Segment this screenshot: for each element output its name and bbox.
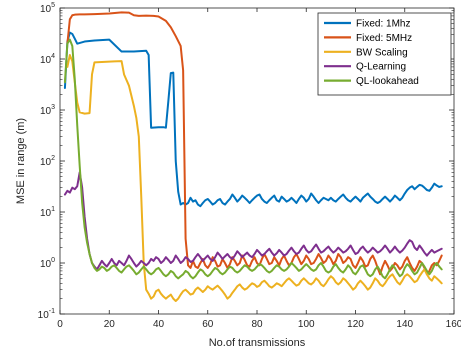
legend-label-bw-scaling: BW Scaling: [356, 47, 408, 58]
y-tick-label: 100: [40, 257, 55, 270]
y-tick-label: 10-1: [38, 308, 55, 321]
x-tick-label: 40: [153, 319, 165, 330]
x-axis-title: No.of transmissions: [209, 337, 306, 349]
y-axis-title: MSE in range (m): [15, 118, 27, 204]
legend-label-ql-lookahead: QL-lookahead: [356, 76, 419, 87]
legend-label-q-learning: Q-Learning: [356, 62, 406, 73]
legend: Fixed: 1Mhz Fixed: 5MHz BW Scaling Q-Learni…: [317, 12, 452, 96]
y-tick-label: 105: [40, 2, 55, 15]
legend-label-fixed-5mhz: Fixed: 5MHz: [356, 33, 412, 44]
x-tick-label: 60: [202, 319, 214, 330]
y-tick-label: 102: [40, 155, 55, 168]
series-layer: [63, 11, 443, 302]
y-tick-label: 101: [40, 206, 55, 219]
series-line-bw-scaling: [66, 53, 443, 302]
series-line-q-learning: [63, 171, 443, 271]
y-tick-label: 103: [40, 104, 55, 117]
legend-label-fixed-1mhz: Fixed: 1Mhz: [356, 19, 410, 30]
x-tick-label: 20: [104, 319, 116, 330]
series-line-ql-lookahead: [63, 38, 443, 280]
x-tick-label: 120: [347, 319, 364, 330]
x-tick-label: 0: [57, 319, 63, 330]
x-tick-label: 140: [396, 319, 413, 330]
x-tick-label: 160: [446, 319, 461, 330]
y-tick-label: 104: [40, 53, 55, 66]
x-tick-label: 80: [251, 319, 263, 330]
axes-box: [59, 7, 455, 315]
x-tick-label: 100: [298, 319, 315, 330]
series-line-fixed-1mhz: [63, 31, 443, 208]
